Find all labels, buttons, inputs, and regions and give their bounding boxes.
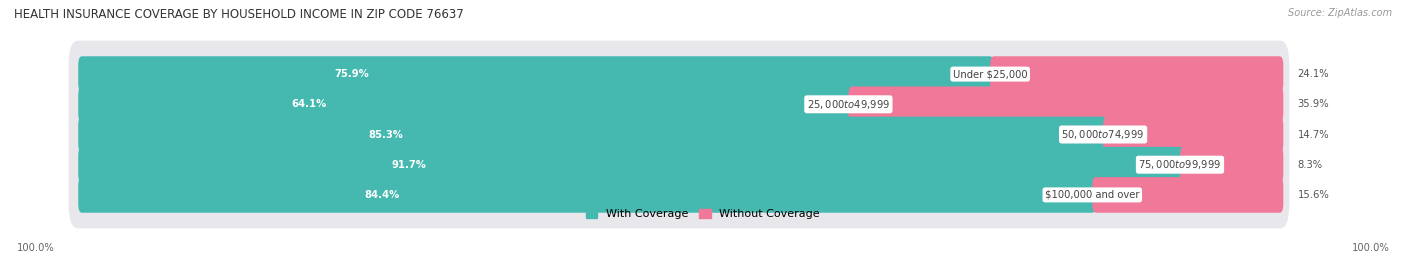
Text: Source: ZipAtlas.com: Source: ZipAtlas.com	[1288, 8, 1392, 18]
FancyBboxPatch shape	[79, 177, 1095, 213]
Text: 35.9%: 35.9%	[1298, 99, 1329, 109]
Text: HEALTH INSURANCE COVERAGE BY HOUSEHOLD INCOME IN ZIP CODE 76637: HEALTH INSURANCE COVERAGE BY HOUSEHOLD I…	[14, 8, 464, 21]
Text: $50,000 to $74,999: $50,000 to $74,999	[1062, 128, 1144, 141]
Text: 15.6%: 15.6%	[1298, 190, 1330, 200]
Text: Under $25,000: Under $25,000	[953, 69, 1028, 79]
Text: 84.4%: 84.4%	[364, 190, 401, 200]
Text: 100.0%: 100.0%	[1351, 243, 1389, 253]
FancyBboxPatch shape	[1104, 117, 1284, 152]
Text: $100,000 and over: $100,000 and over	[1045, 190, 1139, 200]
Text: 91.7%: 91.7%	[391, 160, 426, 170]
Text: 64.1%: 64.1%	[291, 99, 328, 109]
FancyBboxPatch shape	[79, 117, 1107, 152]
FancyBboxPatch shape	[1180, 147, 1284, 183]
Text: 8.3%: 8.3%	[1298, 160, 1323, 170]
FancyBboxPatch shape	[990, 56, 1284, 92]
FancyBboxPatch shape	[1092, 177, 1284, 213]
Text: $75,000 to $99,999: $75,000 to $99,999	[1139, 158, 1222, 171]
Text: 85.3%: 85.3%	[368, 129, 404, 140]
Text: $25,000 to $49,999: $25,000 to $49,999	[807, 98, 890, 111]
FancyBboxPatch shape	[79, 86, 852, 122]
FancyBboxPatch shape	[69, 131, 1289, 198]
FancyBboxPatch shape	[69, 71, 1289, 138]
FancyBboxPatch shape	[69, 101, 1289, 168]
FancyBboxPatch shape	[79, 56, 994, 92]
Legend: With Coverage, Without Coverage: With Coverage, Without Coverage	[582, 204, 824, 224]
Text: 75.9%: 75.9%	[335, 69, 370, 79]
FancyBboxPatch shape	[79, 147, 1184, 183]
FancyBboxPatch shape	[69, 161, 1289, 228]
Text: 14.7%: 14.7%	[1298, 129, 1329, 140]
Text: 100.0%: 100.0%	[17, 243, 55, 253]
FancyBboxPatch shape	[848, 86, 1284, 122]
FancyBboxPatch shape	[69, 41, 1289, 108]
Text: 24.1%: 24.1%	[1298, 69, 1329, 79]
